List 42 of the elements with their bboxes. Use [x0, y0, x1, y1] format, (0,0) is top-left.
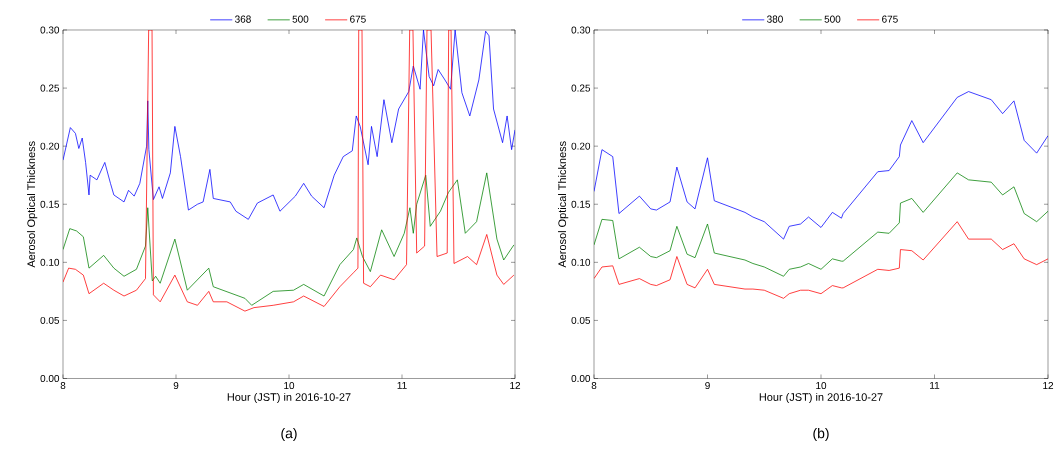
legend-label: 500 — [292, 15, 309, 23]
y-axis-title: Aerosol Optical Thickness — [558, 141, 569, 268]
x-tick-label: 11 — [930, 382, 940, 389]
y-tick-label: 0.25 — [40, 84, 60, 92]
x-tick-label: 10 — [284, 382, 295, 390]
x-axis-title: Hour (JST) in 2016-10-27 — [227, 392, 351, 404]
y-tick-label: 0.15 — [40, 200, 60, 208]
y-tick-label: 0.30 — [40, 26, 60, 34]
x-tick-label: 9 — [705, 382, 710, 390]
x-tick-label: 11 — [397, 382, 407, 389]
x-tick-label: 8 — [591, 382, 597, 390]
x-tick-label: 12 — [510, 382, 521, 389]
y-axis-title: Aerosol Optical Thickness — [27, 141, 38, 268]
legend-label: 380 — [767, 15, 783, 23]
line-series — [63, 30, 515, 220]
x-axis-title: Hour (JST) in 2016-10-27 — [759, 392, 883, 404]
text: (b) — [813, 428, 829, 442]
legend-label: 675 — [882, 15, 898, 23]
y-tick-label: 0.20 — [571, 142, 591, 150]
line-series — [63, 172, 515, 306]
y-tick-label: 0.25 — [571, 84, 591, 92]
legend-label: 368 — [235, 15, 251, 23]
line-series — [594, 221, 1049, 299]
y-tick-label: 0.10 — [40, 258, 60, 266]
y-tick-label: 0.20 — [40, 142, 60, 150]
x-tick-label: 10 — [816, 382, 827, 390]
x-tick-label: 9 — [173, 382, 179, 390]
y-tick-label: 0.05 — [571, 316, 591, 324]
y-tick-label: 0.30 — [571, 26, 591, 34]
line-series — [63, 30, 515, 312]
y-tick-label: 0.00 — [40, 374, 60, 383]
line-series — [594, 91, 1049, 240]
legend-label: 675 — [350, 15, 366, 23]
line-series — [594, 172, 1049, 277]
x-tick-label: 12 — [1043, 382, 1054, 389]
text: (a) — [281, 428, 297, 442]
y-tick-label: 0.15 — [571, 200, 591, 208]
y-tick-label: 0.05 — [40, 316, 60, 324]
legend-label: 500 — [824, 15, 841, 23]
x-tick-label: 8 — [60, 382, 66, 390]
y-tick-label: 0.00 — [571, 374, 591, 383]
y-tick-label: 0.10 — [571, 258, 591, 266]
